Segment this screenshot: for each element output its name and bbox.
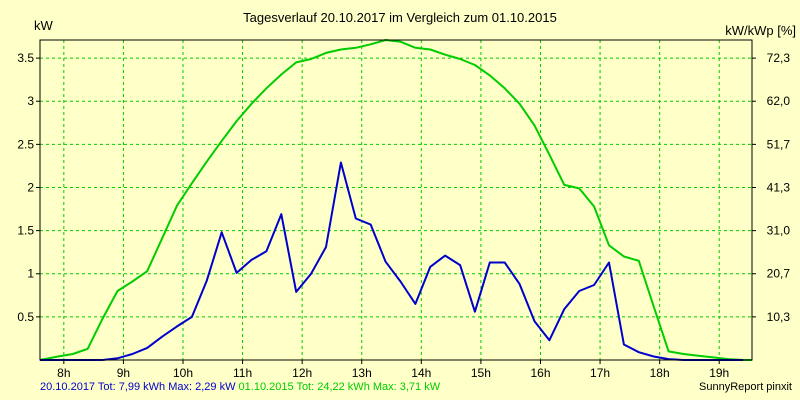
y2-tick-label: 72,3: [767, 51, 791, 65]
x-tick-label: 16h: [530, 366, 550, 380]
x-tick-label: 10h: [173, 366, 193, 380]
footer-source: SunnyReport pinxit: [699, 381, 792, 393]
tick-labels: 8h 9h 10h 11h 12h 13h 14h 15h 16h 17h 18h 19h 0.5 10,…: [17, 51, 790, 380]
y2-tick-label: 20,7: [767, 267, 791, 281]
series-2-summary: 01.10.2015 Tot: 24,22 kWh Max: 3,71 kW: [238, 381, 441, 393]
y2-tick-label: 10,3: [767, 310, 791, 324]
y2-tick-label: 31,0: [767, 224, 791, 238]
series-lines: [39, 39, 752, 361]
series-line-2: [39, 39, 752, 361]
y-tick-label: 1.5: [17, 224, 34, 238]
y-tick-label: 2.5: [17, 137, 34, 151]
chart-title: Tagesverlauf 20.10.2017 im Vergleich zum…: [243, 10, 557, 25]
y2-tick-label: 41,3: [767, 180, 791, 194]
y-tick-label: 0.5: [17, 310, 34, 324]
footer-summary: 20.10.2017 Tot: 7,99 kWh Max: 2,29 kW 01…: [40, 381, 440, 393]
x-tick-label: 11h: [233, 366, 252, 380]
x-tick-label: 12h: [292, 366, 312, 380]
y-axis-label-right: kW/kWp [%]: [725, 23, 796, 38]
series-1-summary: 20.10.2017 Tot: 7,99 kWh Max: 2,29 kW: [40, 381, 236, 393]
plot-area: [39, 39, 753, 361]
y2-tick-label: 62,0: [767, 94, 791, 108]
x-tick-label: 17h: [590, 366, 610, 380]
y2-tick-label: 51,7: [767, 137, 791, 151]
grid: [40, 40, 752, 360]
y-tick-label: 2: [27, 180, 34, 194]
y-axis-label-left: kW: [34, 18, 54, 33]
y-tick-label: 3: [27, 94, 34, 108]
series-line-1: [40, 161, 744, 361]
y-tick-label: 3.5: [17, 51, 34, 65]
y-tick-label: 1: [27, 267, 34, 281]
x-tick-label: 15h: [471, 366, 491, 380]
x-tick-label: 9h: [117, 366, 130, 380]
x-tick-label: 8h: [57, 366, 70, 380]
x-tick-label: 13h: [352, 366, 372, 380]
x-tick-label: 14h: [411, 366, 431, 380]
x-tick-label: 18h: [650, 366, 670, 380]
x-tick-label: 19h: [709, 366, 729, 380]
